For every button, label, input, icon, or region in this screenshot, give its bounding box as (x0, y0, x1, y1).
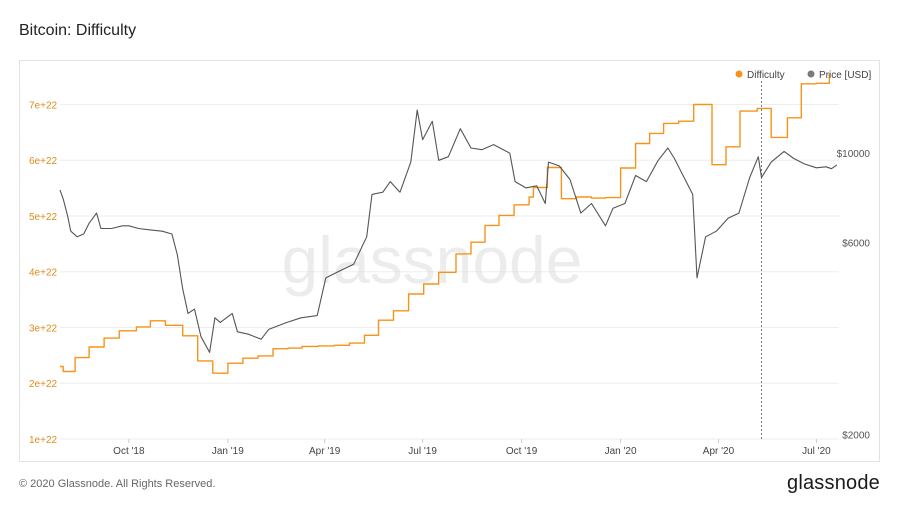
y-left-tick-label: 6e+22 (29, 156, 58, 167)
y-right-tick-label: $2000 (842, 431, 870, 442)
x-tick-label: Oct '19 (506, 446, 538, 457)
legend-dot (735, 70, 743, 78)
legend-label: Difficulty (747, 70, 785, 81)
x-tick-label: Jan '20 (605, 446, 637, 457)
chart-frame: glassnode 1e+22 2e+22 3e+22 4e+22 5e+22 6e+22… (19, 60, 880, 462)
y-left-tick-label: 1e+22 (29, 435, 58, 446)
axes: 1e+22 2e+22 3e+22 4e+22 5e+22 6e+22 7e+22 $2000… (29, 100, 870, 457)
legend-item-difficulty[interactable]: Difficulty (735, 70, 785, 81)
difficulty-series-line (60, 73, 830, 374)
legend-item-price[interactable]: Price [USD] (807, 70, 872, 81)
y-left-tick-label: 5e+22 (29, 212, 58, 223)
series (59, 73, 838, 374)
grid (60, 103, 839, 440)
legend-label: Price [USD] (819, 70, 871, 81)
legend[interactable]: Difficulty Price [USD] (735, 70, 872, 81)
x-tick-label: Apr '20 (703, 446, 735, 457)
page-title: Bitcoin: Difficulty (19, 22, 137, 39)
x-tick-label: Jul '20 (802, 446, 831, 457)
y-left-tick-label: 7e+22 (29, 100, 58, 111)
watermark-text: glassnode (282, 223, 583, 297)
x-tick-label: Oct '18 (113, 446, 145, 457)
y-left-tick-label: 2e+22 (29, 379, 58, 390)
y-left-tick-label: 4e+22 (29, 268, 58, 279)
y-left-tick-label: 3e+22 (29, 323, 58, 334)
y-right-tick-label: $6000 (842, 238, 870, 249)
glassnode-logo[interactable]: glassnode (787, 472, 880, 494)
x-tick-label: Apr '19 (309, 446, 341, 457)
x-tick-label: Jan '19 (212, 446, 244, 457)
legend-dot (807, 70, 815, 78)
footer-copyright: © 2020 Glassnode. All Rights Reserved. (19, 478, 216, 490)
difficulty-chart: glassnode 1e+22 2e+22 3e+22 4e+22 5e+22 6e+22… (29, 70, 872, 457)
price-series-line (59, 109, 838, 353)
y-right-tick-label: $10000 (837, 149, 871, 160)
x-tick-label: Jul '19 (408, 446, 437, 457)
